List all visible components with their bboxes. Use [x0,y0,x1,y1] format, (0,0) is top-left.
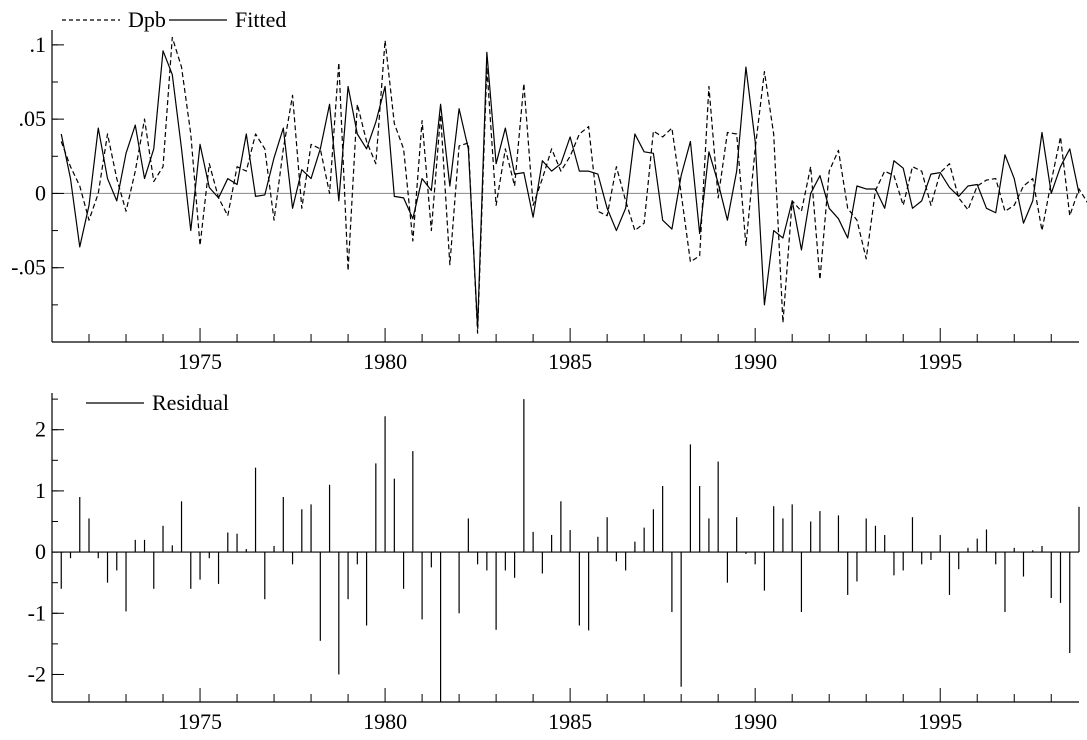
x-tick-label: 1990 [733,349,777,374]
y-tick-label: -.05 [11,255,46,280]
y-tick-label: 2 [35,417,46,442]
bottom-chart-panel: 1975 1980 1985 1990 1995 2 1 0 -1 -2 Residual [28,390,1080,734]
legend-label-residual: Residual [152,390,229,415]
x-tick-label: 1985 [548,709,592,734]
legend-label-dpb: Dpb [128,7,166,32]
x-tick-label: 1975 [178,349,222,374]
top-chart-panel: 1975 1980 1985 1990 1995 .1 .05 0 -.05 Dpb Fitted [11,7,1087,374]
y-tick-label: .1 [30,32,47,57]
x-tick-label: 1980 [363,709,407,734]
dpb-series-line [60,36,1087,334]
x-tick-label: 1995 [918,709,962,734]
y-tick-label: 1 [35,478,46,503]
x-tick-label: 1975 [178,709,222,734]
x-tick-label: 1985 [548,349,592,374]
x-tick-label: 1990 [733,709,777,734]
y-tick-label: -2 [28,661,46,686]
y-tick-label: 0 [35,539,46,564]
y-tick-label: -1 [28,600,46,625]
fitted-series-line [60,50,1080,328]
y-tick-label: .05 [19,106,47,131]
x-tick-label: 1995 [918,349,962,374]
y-tick-label: 0 [35,180,46,205]
x-tick-label: 1980 [363,349,407,374]
legend-label-fitted: Fitted [235,7,286,32]
